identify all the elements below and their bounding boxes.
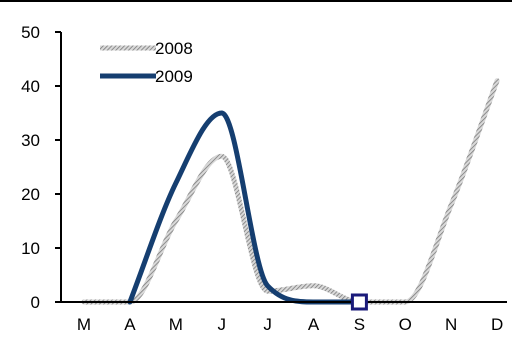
y-tick-label: 0 [31, 293, 40, 312]
y-tick-label: 10 [21, 239, 40, 258]
y-tick-label: 40 [21, 77, 40, 96]
series-line-2009 [127, 110, 362, 305]
y-tick-label: 30 [21, 131, 40, 150]
y-tick-label: 50 [21, 23, 40, 42]
series-line-2008 [81, 78, 500, 305]
x-tick-label: A [124, 315, 136, 334]
x-tick-label: M [169, 315, 183, 334]
x-tick-label: A [308, 315, 320, 334]
x-tick-label: N [445, 315, 457, 334]
x-tick-label: D [491, 315, 503, 334]
y-tick-label: 20 [21, 185, 40, 204]
marker-layer [350, 293, 368, 311]
y-axis-ticks: 0 10 20 30 40 50 [21, 23, 61, 312]
legend-item-2009: 2009 [100, 67, 193, 86]
legend: 2008 2009 [100, 39, 193, 86]
x-tick-label: J [217, 315, 226, 334]
data-point-marker [350, 293, 368, 311]
series-layer [81, 78, 500, 305]
x-tick-label: J [263, 315, 272, 334]
x-tick-label: S [354, 315, 365, 334]
x-tick-label: M [77, 315, 91, 334]
x-tick-label: O [399, 315, 412, 334]
legend-label-2009: 2009 [155, 67, 193, 86]
legend-label-2008: 2008 [155, 39, 193, 58]
legend-item-2008: 2008 [100, 39, 193, 58]
